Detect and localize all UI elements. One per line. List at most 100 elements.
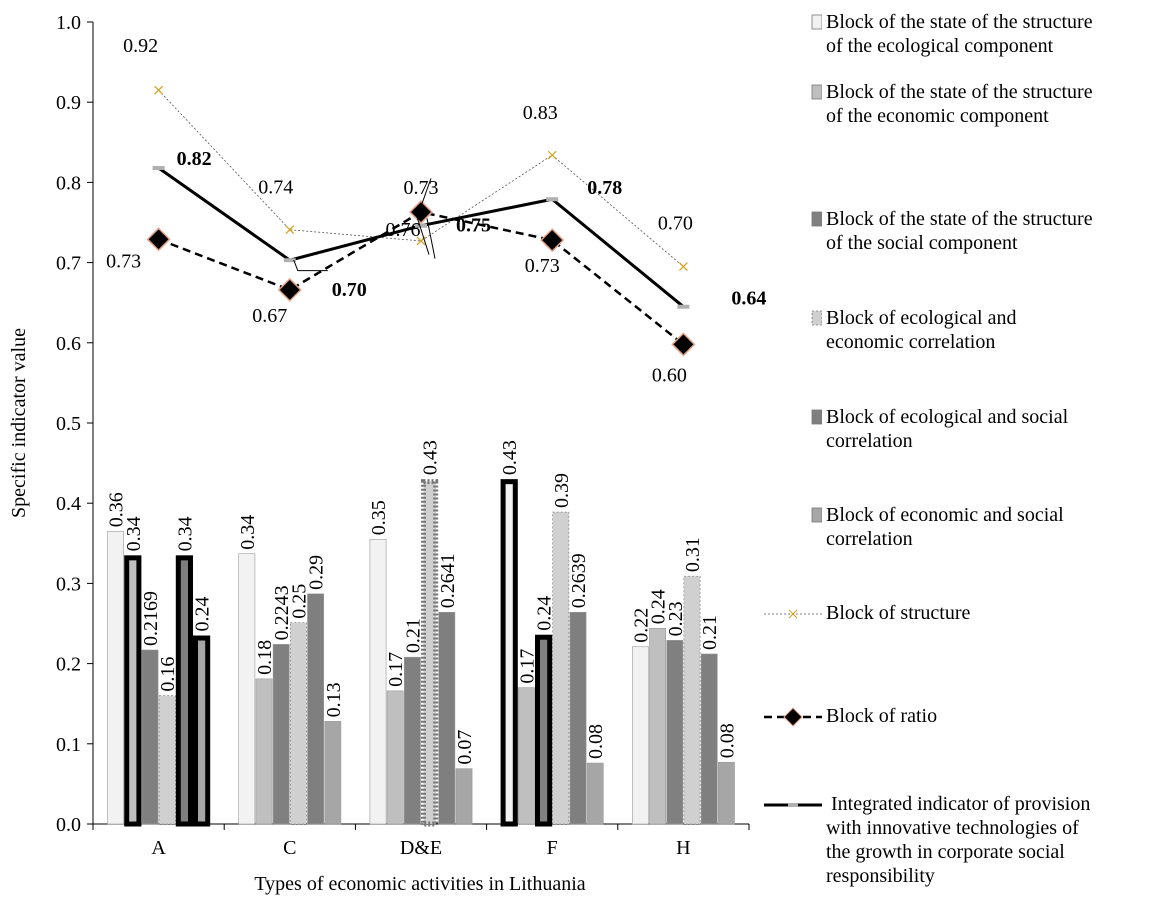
line-point bbox=[283, 258, 296, 263]
bar-data-label: 0.23 bbox=[665, 601, 687, 636]
y-tick-label: 0.5 bbox=[56, 413, 81, 435]
bar-data-label: 0.34 bbox=[237, 515, 259, 550]
bar-data-label: 0.21 bbox=[699, 615, 721, 650]
line-data-label: 0.83 bbox=[523, 102, 558, 124]
line-data-label: 0.60 bbox=[652, 364, 687, 386]
bar-data-label: 0.43 bbox=[420, 440, 442, 475]
y-tick-label: 0.0 bbox=[56, 814, 81, 836]
bar-data-label: 0.24 bbox=[648, 589, 670, 624]
bar-data-label: 0.2641 bbox=[437, 553, 459, 608]
line-point bbox=[154, 85, 164, 95]
bar bbox=[552, 511, 570, 825]
y-tick-label: 0.8 bbox=[56, 172, 81, 194]
series-line bbox=[158, 89, 684, 267]
bar bbox=[586, 762, 604, 825]
bar bbox=[193, 635, 211, 827]
bar bbox=[124, 555, 142, 827]
line-point bbox=[546, 197, 559, 202]
bar-data-label: 0.34 bbox=[174, 516, 196, 551]
bar bbox=[569, 611, 587, 825]
bar-data-label: 0.34 bbox=[123, 516, 145, 551]
line-data-label: 0.75 bbox=[456, 215, 491, 237]
line-data-label: 0.78 bbox=[587, 177, 622, 199]
bar-data-label: 0.24 bbox=[534, 596, 556, 631]
line-data-label: 0.73 bbox=[525, 255, 560, 277]
axes: 0.0 0.1 0.2 0.3 0.4 0.5 0.6 0.7 0.8 0.9 1.0 A C D&E F H bbox=[56, 12, 750, 859]
bar-data-label: 0.2243 bbox=[271, 585, 293, 640]
bar-data-label: 0.22 bbox=[630, 608, 652, 643]
bar-marks bbox=[107, 479, 735, 827]
line-data-label: 0.73 bbox=[106, 250, 141, 272]
x-tick-label: F bbox=[547, 837, 558, 859]
bar-data-label: 0.08 bbox=[716, 723, 738, 758]
bar bbox=[324, 721, 342, 825]
y-tick-label: 0.6 bbox=[56, 333, 81, 355]
bar bbox=[272, 644, 290, 825]
y-tick-label: 0.2 bbox=[56, 654, 81, 676]
bar-data-label: 0.43 bbox=[499, 440, 521, 475]
x-axis-title: Types of economic activities in Lithuani… bbox=[254, 873, 585, 895]
bar-data-label: 0.18 bbox=[254, 640, 276, 675]
bar bbox=[700, 653, 718, 825]
series-line bbox=[158, 210, 685, 346]
bar bbox=[438, 611, 456, 825]
bar bbox=[386, 690, 404, 825]
bar bbox=[455, 768, 473, 825]
bar bbox=[500, 479, 518, 827]
line-point bbox=[277, 277, 302, 302]
leader-line bbox=[426, 218, 436, 259]
line-data-label: 0.74 bbox=[258, 177, 293, 199]
line-data-label: 0.70 bbox=[332, 279, 367, 301]
bar-data-label: 0.17 bbox=[516, 649, 538, 684]
bar bbox=[369, 538, 387, 825]
bar bbox=[238, 553, 256, 825]
y-tick-label: 0.7 bbox=[56, 253, 81, 275]
line-point bbox=[540, 228, 565, 253]
y-tick-label: 1.0 bbox=[56, 12, 81, 34]
line-data-label: 0.92 bbox=[123, 35, 158, 57]
bar bbox=[649, 628, 667, 825]
bar bbox=[535, 634, 553, 827]
bar bbox=[158, 695, 176, 825]
bar-data-label: 0.35 bbox=[368, 500, 390, 535]
line-data-label: 0.70 bbox=[658, 213, 693, 235]
line-marks bbox=[146, 85, 696, 357]
bar bbox=[683, 575, 701, 825]
bar-data-label: 0.17 bbox=[385, 652, 407, 687]
bar bbox=[403, 656, 421, 825]
bar bbox=[255, 678, 273, 825]
line-point bbox=[152, 165, 165, 170]
x-tick-label: D&E bbox=[400, 837, 442, 859]
leader-line bbox=[420, 178, 432, 207]
leader-line bbox=[293, 260, 328, 272]
bar bbox=[141, 649, 159, 825]
bar-data-label: 0.07 bbox=[454, 730, 476, 765]
bar bbox=[517, 687, 535, 825]
line-data-label: 0.67 bbox=[252, 305, 287, 327]
bar bbox=[289, 622, 307, 825]
y-tick-label: 0.4 bbox=[56, 493, 81, 515]
bar-data-label: 0.31 bbox=[682, 537, 704, 572]
x-tick-label: H bbox=[676, 837, 690, 859]
leader-line bbox=[416, 216, 430, 255]
line-point bbox=[671, 332, 696, 357]
line-point bbox=[677, 304, 690, 309]
y-tick-label: 0.9 bbox=[56, 92, 81, 114]
bar-data-label: 0.2639 bbox=[568, 553, 590, 608]
y-tick-label: 0.3 bbox=[56, 573, 81, 595]
line-point bbox=[547, 150, 557, 160]
line-point bbox=[408, 200, 434, 225]
line-data-label: 0.76 bbox=[386, 219, 421, 241]
data-labels: 0.360.34 0.350.430.220.340.18 0.17 0.170.24… bbox=[106, 35, 767, 764]
bar-data-label: 0.13 bbox=[323, 682, 345, 717]
bar-data-label: 0.39 bbox=[551, 473, 573, 508]
bar-data-label: 0.21 bbox=[402, 618, 424, 653]
bar bbox=[631, 646, 649, 825]
bar-data-label: 0.36 bbox=[106, 492, 128, 527]
bar bbox=[175, 555, 194, 827]
bar bbox=[666, 640, 684, 825]
y-tick-label: 0.1 bbox=[56, 734, 81, 756]
bar-data-label: 0.29 bbox=[306, 555, 328, 590]
line-point bbox=[285, 225, 295, 235]
x-tick-label: A bbox=[151, 837, 166, 859]
